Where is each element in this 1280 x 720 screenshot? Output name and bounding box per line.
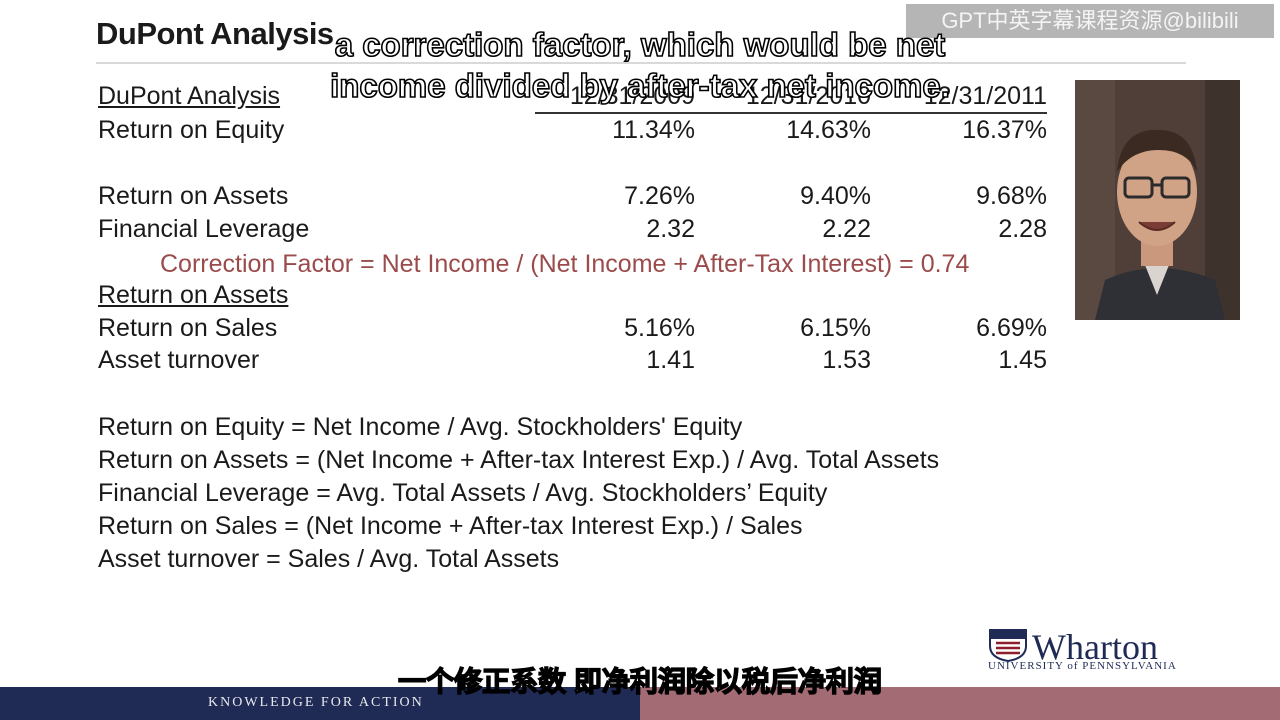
row-value: 1.41: [646, 346, 695, 374]
correction-factor-note: Correction Factor = Net Income / (Net In…: [160, 250, 970, 278]
date-column-2011: 12/31/2011: [923, 82, 1047, 110]
formula-line: Asset turnover = Sales / Avg. Total Asse…: [98, 545, 560, 573]
table-row: Return on Assets 7.26% 9.40% 9.68%: [98, 182, 1048, 214]
row-label: Return on Equity: [98, 116, 285, 144]
date-column-2010: 12/31/2010: [745, 82, 871, 110]
row-value: 1.53: [822, 346, 871, 374]
row-value: 5.16%: [624, 314, 695, 342]
date-column-2009: 12/31/2009: [569, 82, 695, 110]
formula-line: Return on Sales = (Net Income + After-ta…: [98, 512, 803, 540]
watermark-badge: GPT中英字幕课程资源@bilibili: [906, 4, 1274, 38]
row-value: 6.15%: [800, 314, 871, 342]
formula-line: Return on Equity = Net Income / Avg. Sto…: [98, 413, 743, 441]
footer-accent-band: [640, 687, 1280, 720]
subtitle-english-line-1: a correction factor, which would be net: [334, 25, 946, 64]
table-header-row: DuPont Analysis 12/31/2009 12/31/2010 12…: [98, 82, 1048, 114]
row-label: Return on Assets: [98, 182, 289, 210]
row-value: 2.32: [646, 215, 695, 243]
table-row: Return on Equity 11.34% 14.63% 16.37%: [98, 116, 1048, 148]
row-label: Return on Sales: [98, 314, 278, 342]
row-value: 2.28: [998, 215, 1047, 243]
header-underline: [535, 112, 1047, 114]
shield-icon: [989, 629, 1027, 662]
logo-wordmark: Wharton: [1032, 627, 1158, 667]
section-header-row: Return on Assets: [98, 281, 1048, 313]
wharton-logo: Wharton UNIVERSITY of PENNSYLVANIA: [988, 626, 1193, 676]
formula-line: Return on Assets = (Net Income + After-t…: [98, 446, 940, 474]
row-label: Asset turnover: [98, 346, 260, 374]
formula-line: Financial Leverage = Avg. Total Assets /…: [98, 479, 828, 507]
table-row: Asset turnover 1.41 1.53 1.45: [98, 346, 1048, 378]
row-value: 9.68%: [976, 182, 1047, 210]
row-value: 1.45: [998, 346, 1047, 374]
footer-band: KNOWLEDGE FOR ACTION: [0, 687, 640, 720]
logo-subtitle: UNIVERSITY of PENNSYLVANIA: [988, 660, 1177, 672]
row-value: 9.40%: [800, 182, 871, 210]
footer-tagline: KNOWLEDGE FOR ACTION: [208, 695, 424, 710]
presenter-avatar-icon: [1075, 80, 1240, 320]
table-row: Return on Sales 5.16% 6.15% 6.69%: [98, 314, 1048, 346]
row-value: 7.26%: [624, 182, 695, 210]
row-value: 2.22: [822, 215, 871, 243]
section-header-label: Return on Assets: [98, 281, 289, 309]
row-value: 16.37%: [962, 116, 1047, 144]
table-row: Financial Leverage 2.32 2.22 2.28: [98, 215, 1048, 247]
subtitle-chinese: 一个修正系数 即净利润除以税后净利润: [397, 665, 882, 697]
slide-title: DuPont Analysis: [96, 16, 334, 51]
title-divider: [96, 62, 1186, 64]
subtitle-english-line-2: income divided by after-tax net income.: [329, 66, 950, 105]
presenter-video: [1075, 80, 1240, 320]
row-value: 14.63%: [786, 116, 871, 144]
table-header-label: DuPont Analysis: [98, 82, 281, 110]
row-value: 6.69%: [976, 314, 1047, 342]
row-value: 11.34%: [612, 116, 695, 144]
row-label: Financial Leverage: [98, 215, 310, 243]
